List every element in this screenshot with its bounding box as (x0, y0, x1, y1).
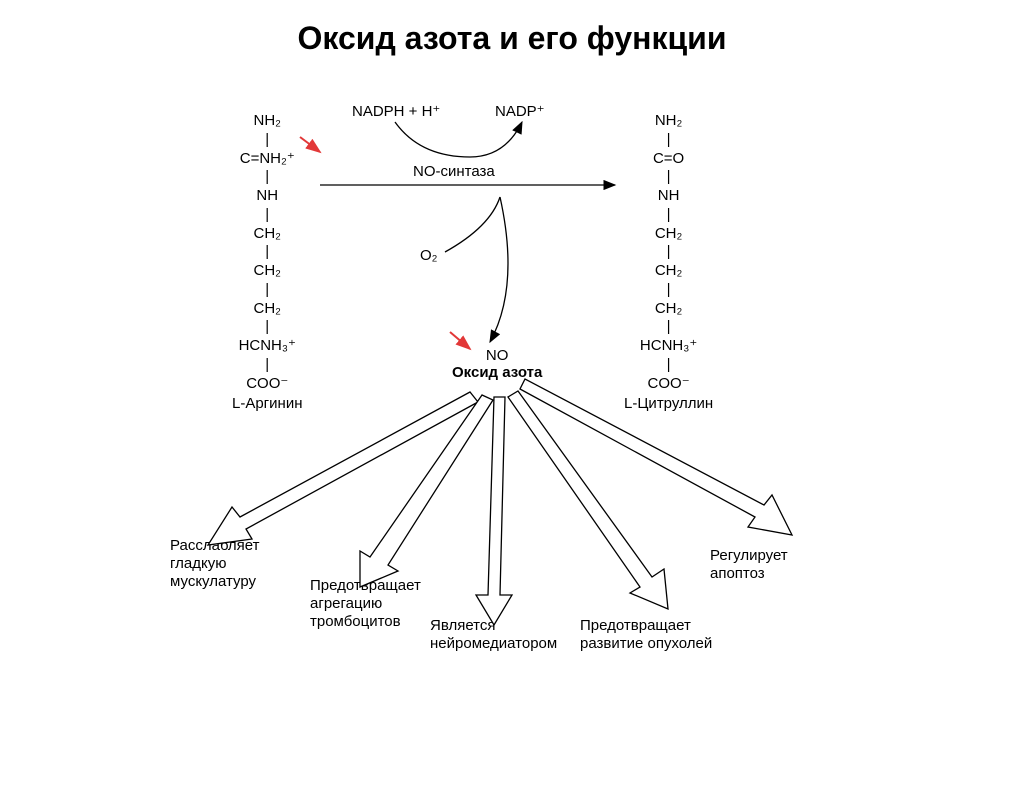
formula-line: | (232, 318, 302, 337)
formula-line: | (624, 243, 713, 262)
molecule-name: L-Цитруллин (624, 395, 713, 414)
formula-line: | (624, 318, 713, 337)
formula-line: CH₂ (624, 225, 713, 244)
formula-line: | (624, 206, 713, 225)
reaction-to-no (490, 197, 508, 342)
effect-arrow-3 (476, 397, 512, 625)
formula-line: | (624, 168, 713, 187)
formula-line: | (232, 243, 302, 262)
formula-line: | (624, 356, 713, 375)
no-label: NO Оксид азота (452, 347, 542, 381)
red-arrow-substrate (300, 137, 320, 152)
no-formula: NO (486, 347, 509, 364)
cofactor-right: NADP⁺ (495, 102, 545, 120)
formula-line: CH₂ (232, 225, 302, 244)
effect-label-1: Расслабляетгладкуюмускулатуру (170, 537, 259, 591)
formula-line: NH₂ (624, 112, 713, 131)
effect-arrow-1 (208, 392, 478, 545)
formula-line: CH₂ (232, 262, 302, 281)
effect-label-3: Являетсянейромедиатором (430, 617, 557, 653)
formula-line: HCNH₃⁺ (624, 337, 713, 356)
formula-line: C=O (624, 150, 713, 169)
formula-line: | (624, 281, 713, 300)
formula-line: | (232, 356, 302, 375)
effect-label-4: Предотвращаетразвитие опухолей (580, 617, 712, 653)
formula-line: | (232, 281, 302, 300)
enzyme-label: NO-синтаза (413, 163, 495, 180)
formula-line: CH₂ (624, 262, 713, 281)
cofactor-left: NADPH + H⁺ (352, 102, 440, 120)
effect-label-2: Предотвращаетагрегациютромбоцитов (310, 577, 421, 631)
molecule-name: L-Аргинин (232, 395, 302, 414)
effect-arrow-4 (508, 391, 668, 609)
formula-line: | (232, 168, 302, 187)
formula-line: NH (624, 187, 713, 206)
no-name: Оксид азота (452, 364, 542, 381)
formula-line: HCNH₃⁺ (232, 337, 302, 356)
page-title: Оксид азота и его функции (0, 20, 1024, 57)
effect-label-5: Регулируетапоптоз (710, 547, 788, 583)
cofactor-curve (395, 122, 522, 157)
o2-label: O₂ (420, 247, 438, 264)
formula-line: COO⁻ (624, 375, 713, 394)
formula-line: NH₂ (232, 112, 302, 131)
substrate-molecule: NH₂|C=NH₂⁺|NH|CH₂|CH₂|CH₂|HCNH₃⁺|COO⁻L-А… (232, 112, 302, 414)
formula-line: | (624, 131, 713, 150)
formula-line: | (232, 131, 302, 150)
product-molecule: NH₂|C=O|NH|CH₂|CH₂|CH₂|HCNH₃⁺|COO⁻L-Цитр… (624, 112, 713, 414)
o2-to-no-curve (445, 197, 500, 252)
formula-line: CH₂ (624, 300, 713, 319)
formula-line: CH₂ (232, 300, 302, 319)
formula-line: NH (232, 187, 302, 206)
formula-line: C=NH₂⁺ (232, 150, 302, 169)
diagram-container: NH₂|C=NH₂⁺|NH|CH₂|CH₂|CH₂|HCNH₃⁺|COO⁻L-А… (0, 57, 1024, 737)
formula-line: | (232, 206, 302, 225)
formula-line: COO⁻ (232, 375, 302, 394)
effect-arrow-2 (360, 395, 493, 587)
